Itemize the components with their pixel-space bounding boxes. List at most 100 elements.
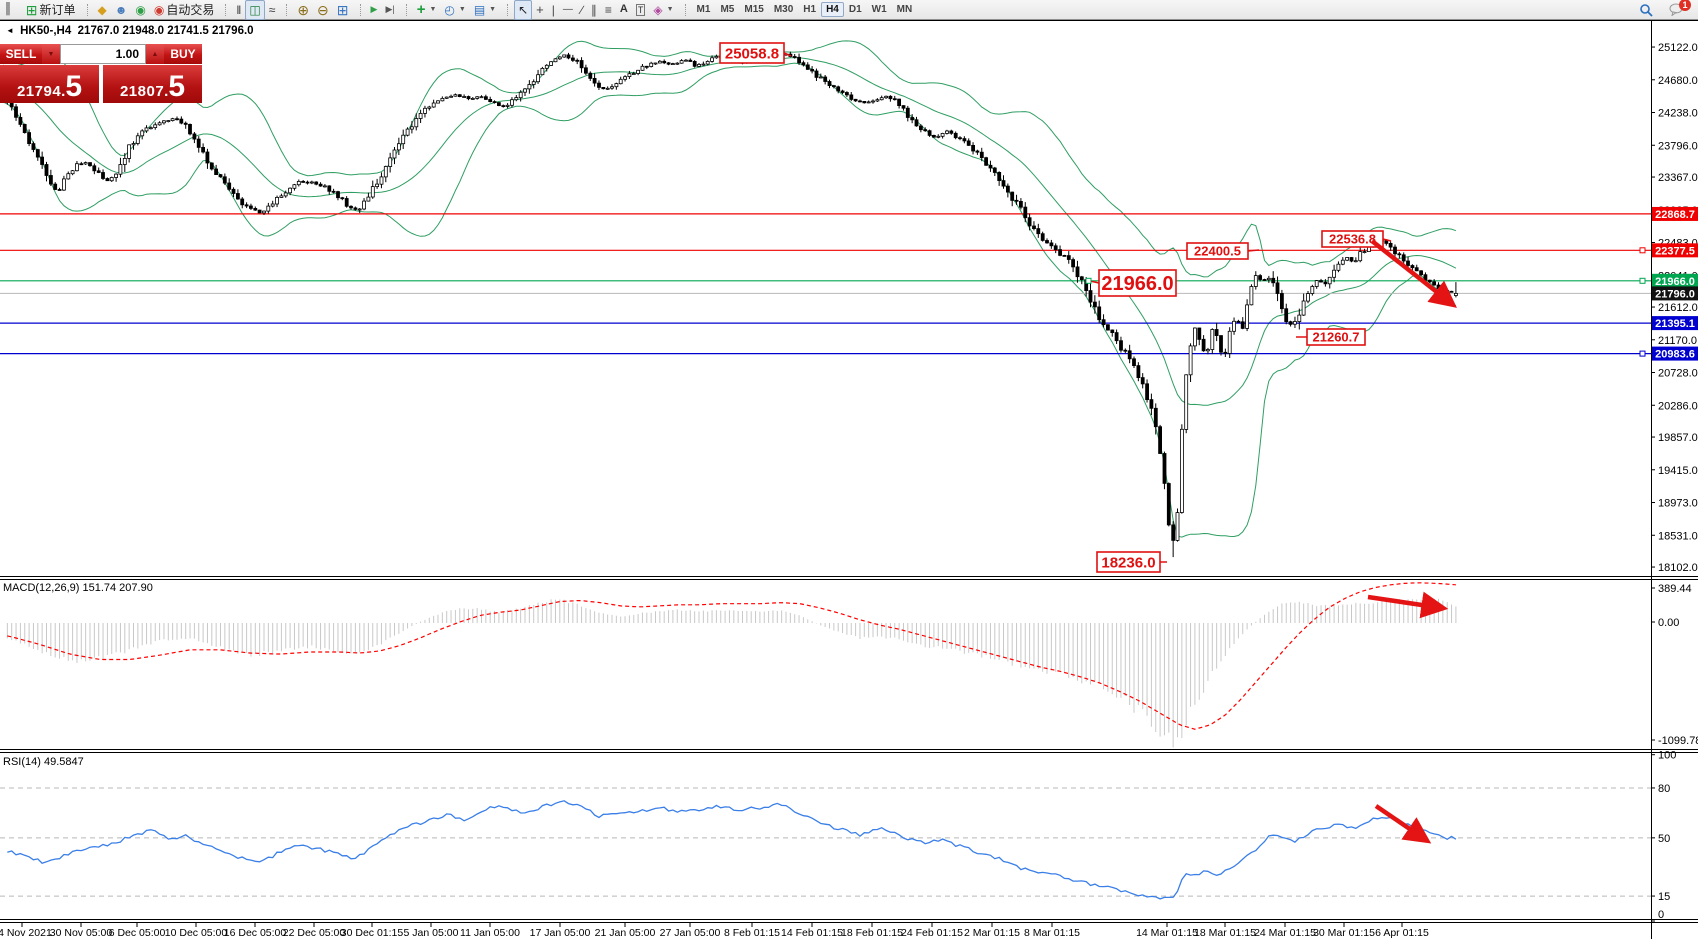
indicators-button-dropdown-icon[interactable]: ▼ xyxy=(429,6,437,13)
timeframe-m30-button[interactable]: M30 xyxy=(773,4,794,15)
callout-22536.8[interactable] xyxy=(1321,230,1384,248)
vertical-line-button[interactable]: | xyxy=(548,0,559,20)
toolbar-group: ▌ xyxy=(0,0,20,20)
periods-button-dropdown-icon[interactable]: ▼ xyxy=(458,6,466,13)
search-button[interactable] xyxy=(1635,0,1657,20)
quotes-button[interactable]: ◆ xyxy=(94,0,111,20)
text-label-button[interactable]: T xyxy=(632,0,650,20)
crosshair-button[interactable]: + xyxy=(532,0,548,20)
trendline-button[interactable]: ∕ xyxy=(577,0,587,20)
gold-diamond-icon: ◆ xyxy=(97,2,107,17)
candlestick-series xyxy=(5,51,1458,558)
svg-text:22 Dec 05:00: 22 Dec 05:00 xyxy=(283,927,346,939)
tile-windows-button[interactable]: ⊞ xyxy=(333,0,353,20)
callout-22400.5[interactable] xyxy=(1186,242,1249,260)
rsi-axis[interactable]: 100 80 50 15 0 xyxy=(1651,750,1676,922)
zoom-out-button[interactable]: ⊖ xyxy=(313,0,333,20)
autotrading-button[interactable]: ◉ 自动交易 xyxy=(150,0,219,20)
new-order-button[interactable]: ⊞ 新订单 xyxy=(22,0,80,20)
bollinger-upper-band[interactable] xyxy=(2,40,1457,278)
trend-arrow-main[interactable] xyxy=(1370,239,1457,308)
green-line-handle[interactable] xyxy=(1085,277,1092,284)
templates-button[interactable]: ▤ ▼ xyxy=(470,0,500,20)
trend-arrow-macd[interactable] xyxy=(1367,591,1449,619)
callout-21260.7[interactable] xyxy=(1306,328,1366,346)
cursor-button[interactable]: ↖ xyxy=(514,0,533,20)
buy-button[interactable]: BUY xyxy=(164,44,202,64)
hline-handle[interactable] xyxy=(1639,247,1646,254)
callout-21966.0[interactable] xyxy=(1098,269,1177,297)
timeframe-d1-button[interactable]: D1 xyxy=(848,4,862,15)
timeframe-m5-button[interactable]: M5 xyxy=(720,4,735,15)
templates-button-dropdown-icon[interactable]: ▼ xyxy=(489,6,497,13)
signal-icon: ◉ xyxy=(135,2,146,17)
timeframe-h4-button[interactable]: H4 xyxy=(821,2,844,17)
timeframe-m15-button[interactable]: M15 xyxy=(744,4,764,15)
callout-18236.0[interactable] xyxy=(1096,551,1161,573)
svg-text:18102.0: 18102.0 xyxy=(1658,562,1698,574)
chart-canvas[interactable]: 25122.024680.024238.023796.023367.022925… xyxy=(0,20,1698,939)
svg-text:50: 50 xyxy=(1658,833,1670,845)
toolbar-group: ‖ ◫ ≈ xyxy=(220,0,281,20)
volume-input[interactable]: 1.00 xyxy=(60,44,146,64)
hline-handle[interactable] xyxy=(1639,350,1646,357)
macd-axis[interactable]: 389.44 0.00 -1099.78 xyxy=(1651,583,1698,747)
svg-text:25058.8: 25058.8 xyxy=(725,45,779,62)
cursor-icon: ↖ xyxy=(518,2,529,17)
chart-shift-icon: ▶| xyxy=(385,4,395,14)
horizontal-line-button[interactable]: — xyxy=(559,0,577,20)
notifications-button[interactable]: 1 xyxy=(1665,0,1691,20)
tiles-icon: ⊞ xyxy=(336,1,349,18)
rsi-line xyxy=(7,800,1457,900)
sell-button[interactable]: SELL xyxy=(0,44,42,64)
hline-handle[interactable] xyxy=(1639,277,1646,284)
template-icon: ▤ xyxy=(473,2,486,17)
auto-scroll-button[interactable]: ▶ xyxy=(367,0,382,20)
volume-increase-button[interactable]: ▲ xyxy=(146,44,164,64)
svg-text:24680.0: 24680.0 xyxy=(1658,75,1698,87)
timeframe-mn-button[interactable]: MN xyxy=(896,4,913,15)
signals-button[interactable]: ◉ xyxy=(131,0,149,20)
toolbar-group: ⊞ 新订单 xyxy=(20,0,82,20)
line-chart-button[interactable]: ≈ xyxy=(265,0,280,20)
callout-25058.8[interactable] xyxy=(719,42,785,64)
periods-button[interactable]: ◴ ▼ xyxy=(440,0,469,20)
bollinger-lower-band[interactable] xyxy=(2,62,1457,538)
fibonacci-button[interactable]: ≡ xyxy=(601,0,616,20)
trend-arrow-rsi[interactable] xyxy=(1374,804,1432,844)
autotrade-icon: ◉ xyxy=(153,2,165,17)
bollinger-bands[interactable] xyxy=(2,40,1457,538)
buy-price[interactable]: 21807. 5 xyxy=(103,65,202,103)
toolbar-group: + ▼ ◴ ▼ ▤ ▼ xyxy=(401,0,502,20)
timeframe-m1-button[interactable]: M1 xyxy=(696,4,711,15)
text-button[interactable]: A xyxy=(616,0,632,20)
sell-price[interactable]: 21794. 5 xyxy=(0,65,99,103)
price-axis[interactable]: 25122.024680.024238.023796.023367.022925… xyxy=(1651,42,1698,574)
svg-text:16 Dec 05:00: 16 Dec 05:00 xyxy=(224,927,287,939)
candle-chart-button[interactable]: ◫ xyxy=(245,0,265,20)
equidistant-channel-button[interactable]: ∥ xyxy=(587,0,601,20)
arrows-button-dropdown-icon[interactable]: ▼ xyxy=(666,6,674,13)
svg-text:18 Mar 01:15: 18 Mar 01:15 xyxy=(1194,927,1256,939)
timeframe-h1-button[interactable]: H1 xyxy=(803,4,817,15)
clipped-icon[interactable]: ▌ xyxy=(2,0,18,20)
sell-price-main: 21794 xyxy=(16,83,62,100)
svg-text:80: 80 xyxy=(1658,783,1670,795)
svg-text:21170.0: 21170.0 xyxy=(1658,335,1697,347)
zoom-in-button[interactable]: ⊕ xyxy=(293,0,313,20)
svg-text:21260.7: 21260.7 xyxy=(1313,330,1360,345)
svg-text:17 Jan 05:00: 17 Jan 05:00 xyxy=(530,927,591,939)
svg-text:6 Dec 05:00: 6 Dec 05:00 xyxy=(109,927,166,939)
arrows-button[interactable]: ◈ ▼ xyxy=(649,0,677,20)
volume-decrease-button[interactable]: ▼ xyxy=(42,44,60,64)
new-order-button-label: 新订单 xyxy=(39,3,76,17)
horizontal-lines-layer xyxy=(0,213,1651,357)
bar-chart-button[interactable]: ‖ xyxy=(232,0,245,20)
timeframe-w1-button[interactable]: W1 xyxy=(871,4,887,15)
chart-shift-button[interactable]: ▶| xyxy=(381,0,398,20)
community-button[interactable]: ☻ xyxy=(111,0,132,20)
quote-low: 21741.5 xyxy=(167,25,209,37)
quote-bar: ◄ HK50-,H4 21767.0 21948.0 21741.5 21796… xyxy=(6,25,254,37)
indicators-button[interactable]: + ▼ xyxy=(413,0,441,20)
